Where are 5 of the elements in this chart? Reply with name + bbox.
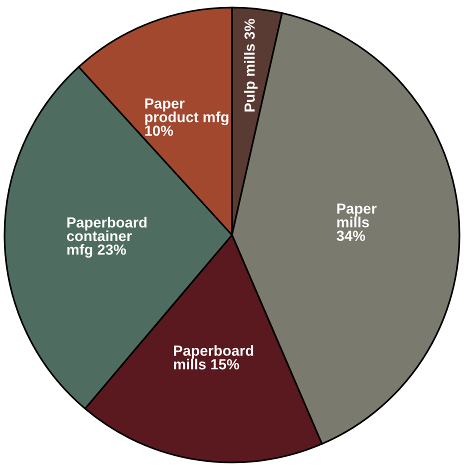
slice-label: Pulp mills 3%	[244, 18, 258, 112]
slice-label: Paper mills 34%	[336, 204, 377, 241]
slice-label: Paper product mfg 10%	[145, 98, 228, 136]
slice-label: Paperboard container mfg 23%	[66, 216, 146, 258]
slice-label: Paperboard mills 15%	[174, 345, 254, 370]
